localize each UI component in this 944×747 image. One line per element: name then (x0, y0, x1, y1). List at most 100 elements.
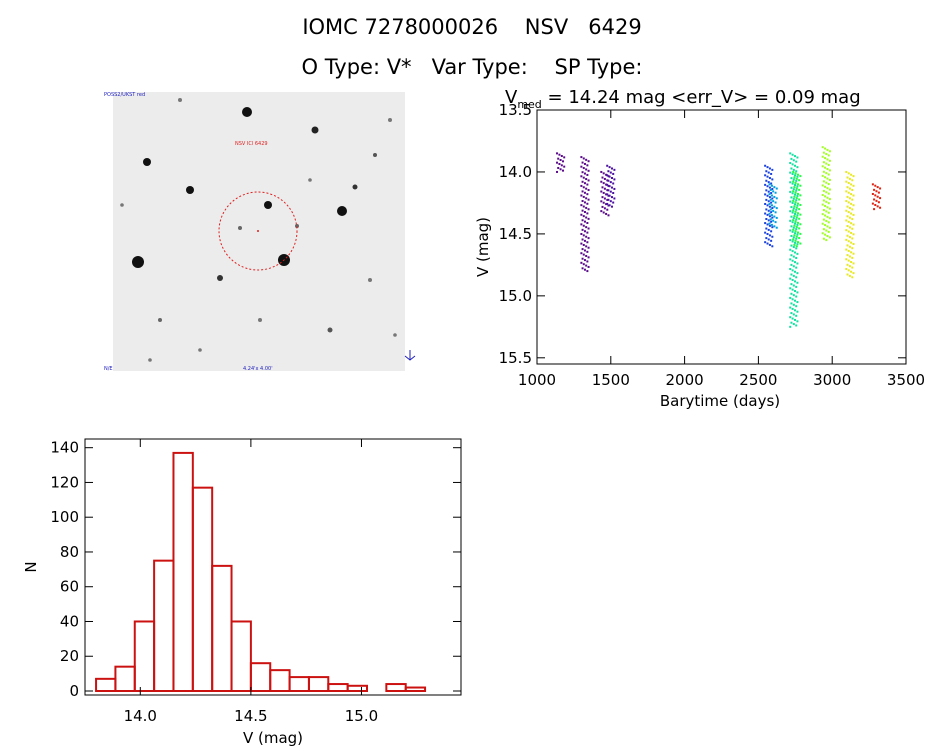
light-curve-point (821, 203, 824, 206)
light-curve-point (764, 183, 767, 186)
light-curve-point (792, 294, 795, 297)
light-curve-point (792, 219, 795, 222)
light-curve-point (765, 217, 768, 220)
light-curve-point (874, 203, 877, 206)
light-curve-point (792, 303, 795, 306)
light-curve-point (606, 174, 609, 177)
light-curve-point (876, 195, 879, 198)
light-curve-point (796, 183, 799, 186)
light-curve-point (766, 242, 769, 245)
light-curve-point (583, 182, 586, 185)
light-curve-point (851, 247, 854, 250)
histogram-bar (153, 559, 175, 692)
histogram-bar (133, 620, 156, 693)
light-curve-point (846, 263, 849, 266)
light-curve-point (767, 200, 770, 203)
light-curve-point (770, 220, 773, 223)
light-curve-point (796, 175, 799, 178)
light-curve-point (848, 187, 851, 190)
light-curve-point (851, 218, 854, 221)
histogram-bar (191, 486, 214, 693)
light-curve-point (790, 263, 793, 266)
light-curve-point (582, 176, 585, 179)
histogram-ytick-label: 20 (60, 647, 79, 665)
light-curve-point (769, 198, 772, 201)
light-curve-point (793, 205, 796, 208)
light-curve-point (602, 172, 605, 175)
light-curve-point (764, 164, 767, 167)
light-curve-point (768, 243, 771, 246)
light-curve-point (770, 239, 773, 242)
light-curve-point (826, 225, 829, 228)
light-curve-point (789, 229, 792, 232)
light-curve-point (789, 248, 792, 251)
light-curve-point (585, 187, 588, 190)
light-curve-point (826, 168, 829, 171)
light-curve-point (586, 202, 589, 205)
sky-background (113, 92, 405, 371)
light-curve-ytick-label: 15.0 (499, 287, 532, 305)
light-curve-point (846, 186, 849, 189)
light-curve-point (582, 224, 585, 227)
light-curve-point (795, 295, 798, 298)
light-curve-point (789, 306, 792, 309)
light-curve-point (601, 186, 604, 189)
light-curve-point (768, 193, 771, 196)
light-curve-point (794, 318, 797, 321)
title-identifiers: IOMC 7278000026 NSV 6429 (302, 15, 642, 39)
light-curve-point (821, 213, 824, 216)
light-curve-point (613, 178, 616, 181)
light-curve-point (557, 157, 560, 160)
light-curve-point (580, 184, 583, 187)
light-curve-point (608, 166, 611, 169)
light-curve-point (607, 175, 610, 178)
histogram-bar (211, 564, 233, 692)
light-curve-point (825, 191, 828, 194)
light-curve-point (607, 170, 610, 173)
light-curve-point (847, 172, 850, 175)
histogram-ytick-label: 60 (60, 578, 79, 596)
light-curve-point (582, 157, 585, 160)
light-curve-point (563, 156, 566, 159)
light-curve-point (791, 163, 794, 166)
light-curve-point (795, 177, 798, 180)
light-curve-point (609, 181, 612, 184)
light-curve-point (586, 260, 589, 263)
light-curve-point (793, 215, 796, 218)
light-curve-point (848, 197, 851, 200)
light-curve-point (767, 238, 770, 241)
sky-label-target: NSV ICl 6429 (235, 141, 268, 147)
light-curve-point (798, 179, 801, 182)
light-curve-point (845, 248, 848, 251)
light-curve-point (612, 182, 615, 185)
light-curve-point (828, 236, 831, 239)
light-curve-point (583, 259, 586, 262)
light-curve-point (580, 156, 583, 159)
light-curve-point (852, 233, 855, 236)
light-curve-point (851, 208, 854, 211)
light-curve-point (765, 208, 768, 211)
light-curve-point (851, 266, 854, 269)
light-curve-point (821, 194, 824, 197)
light-curve-point (827, 221, 830, 224)
light-curve-point (580, 252, 583, 255)
histogram-bar (95, 677, 117, 692)
light-curve-point (770, 194, 773, 197)
light-curve-point (587, 246, 590, 249)
light-curve-point (796, 204, 799, 207)
light-curve-point (792, 180, 795, 183)
light-curve-point (559, 159, 562, 162)
light-curve-point (583, 211, 586, 214)
light-curve-point (791, 317, 794, 320)
light-curve-point (848, 274, 851, 277)
light-curve-point (794, 261, 797, 264)
light-curve-point (828, 226, 831, 229)
target-circle (218, 191, 298, 271)
light-curve-point (790, 215, 793, 218)
light-curve-point (795, 199, 798, 202)
light-curve-point (766, 223, 769, 226)
light-curve-point (798, 217, 801, 220)
light-curve-point (827, 211, 830, 214)
light-curve-point (609, 200, 612, 203)
